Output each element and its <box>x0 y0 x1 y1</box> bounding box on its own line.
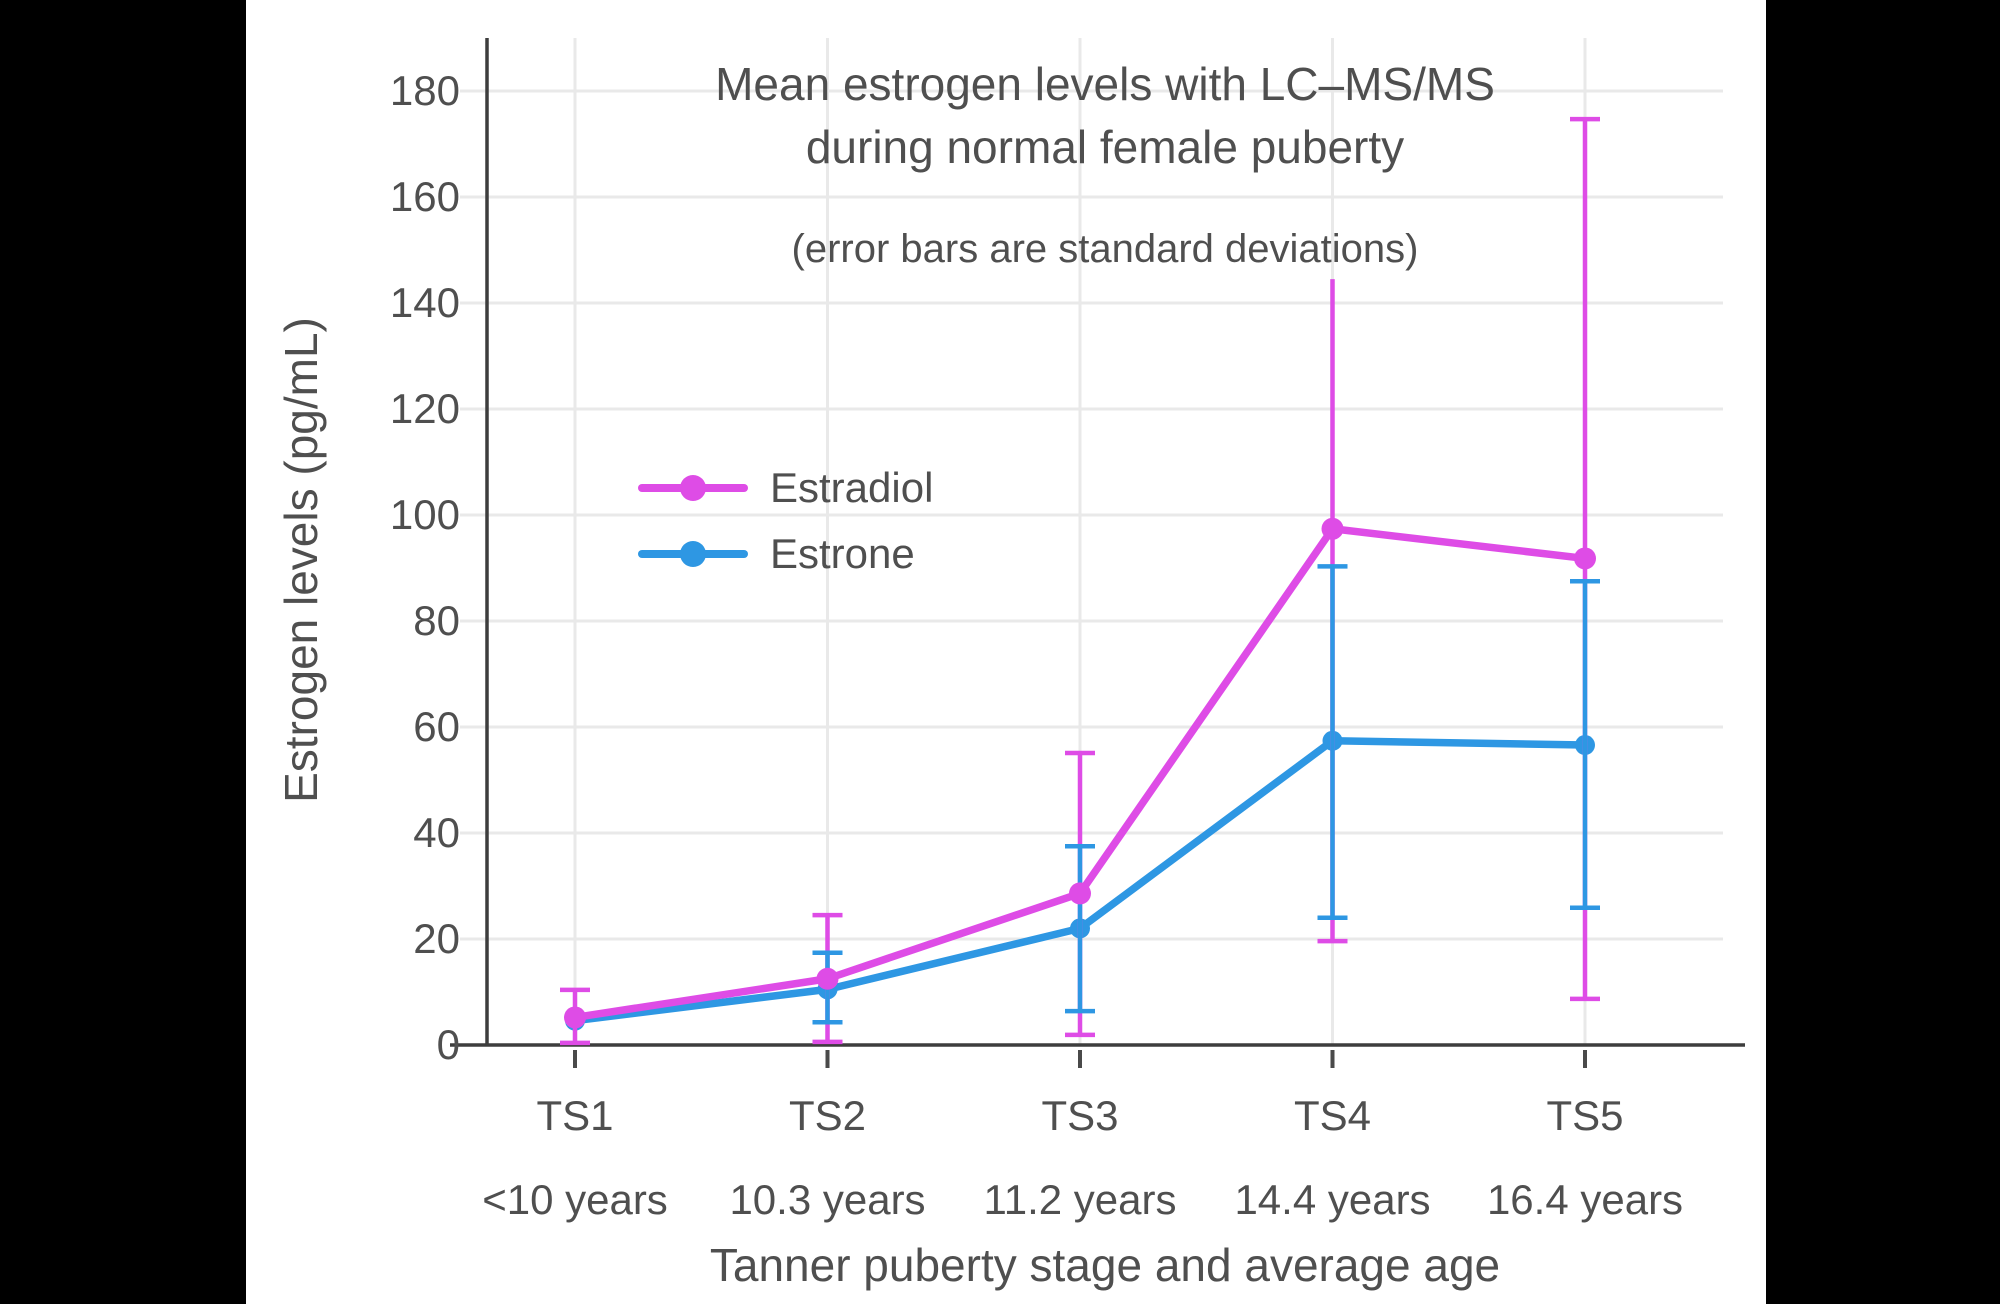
estradiol-data-point <box>1321 517 1344 540</box>
chart-subtitle: (error bars are standard deviations) <box>791 227 1419 271</box>
y-tick-label: 40 <box>413 809 460 856</box>
y-tick-label: 80 <box>413 597 460 644</box>
chart-title-line1: Mean estrogen levels with LC–MS/MS <box>715 58 1495 110</box>
x-tick-stage-label: TS5 <box>1546 1092 1624 1139</box>
y-axis-title: Estrogen levels (pg/mL) <box>275 317 327 803</box>
x-tick-stage-label: TS3 <box>1041 1092 1119 1139</box>
estradiol-data-point <box>1069 882 1091 905</box>
y-tick-label: 60 <box>413 703 460 750</box>
chart-title-line2: during normal female puberty <box>805 121 1405 173</box>
y-tick-label: 140 <box>389 279 460 326</box>
estradiol-data-point <box>564 1006 586 1029</box>
x-axis-title: Tanner puberty stage and average age <box>709 1239 1501 1291</box>
chart-title: Mean estrogen levels with LC–MS/MS durin… <box>487 53 1723 179</box>
x-tick-stage-label: TS4 <box>1293 1092 1372 1139</box>
y-tick-label: 120 <box>389 385 460 432</box>
y-tick-label: 100 <box>389 491 460 538</box>
x-tick-stage-label: TS1 <box>536 1092 614 1139</box>
estrone-legend-marker <box>638 541 748 567</box>
legend-label-estradiol: Estradiol <box>770 464 934 511</box>
y-tick-label: 0 <box>436 1021 460 1068</box>
x-tick-age-label: 10.3 years <box>729 1176 926 1223</box>
y-tick-label: 180 <box>389 67 460 114</box>
legend-label-estrone: Estrone <box>770 530 915 577</box>
x-tick-age-label: 14.4 years <box>1234 1176 1431 1223</box>
x-tick-stage-label: TS2 <box>788 1092 867 1139</box>
x-tick-age-label: 11.2 years <box>983 1176 1177 1223</box>
chart-panel <box>246 0 1766 1304</box>
legend-item-estrone: Estrone <box>638 528 933 580</box>
estradiol-legend-marker <box>638 475 748 501</box>
legend: Estradiol Estrone <box>638 462 933 580</box>
x-tick-age-label: 16.4 years <box>1486 1176 1684 1223</box>
legend-item-estradiol: Estradiol <box>638 462 933 514</box>
y-tick-label: 160 <box>389 173 460 220</box>
estradiol-data-point <box>1574 547 1596 570</box>
y-tick-label: 20 <box>413 915 460 962</box>
estradiol-data-point <box>816 967 839 990</box>
x-tick-age-label: <10 years <box>482 1176 668 1223</box>
